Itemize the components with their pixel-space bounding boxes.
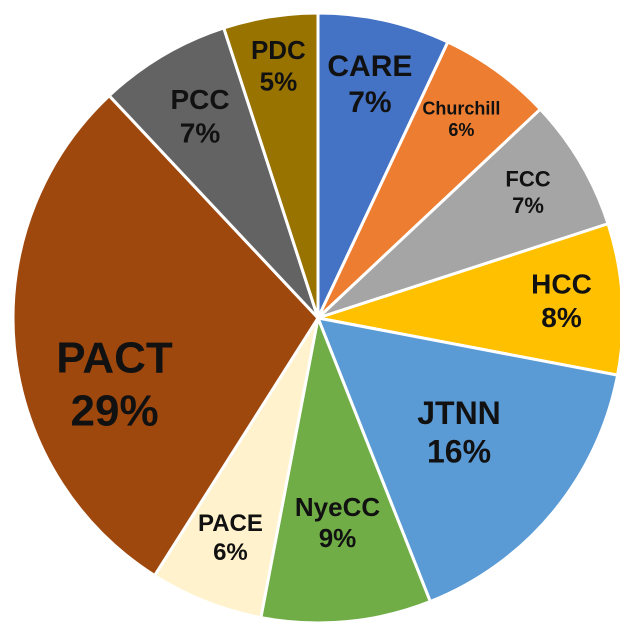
slice-value-label: 7%: [512, 193, 544, 218]
pie-slice: [316, 11, 450, 319]
slice-value-label: 7%: [348, 86, 391, 119]
pie-slice: [317, 221, 620, 377]
slice-value-label: 29%: [71, 386, 159, 435]
pie-slice: [259, 312, 433, 623]
slice-value-label: 8%: [541, 302, 582, 333]
slice-value-label: 16%: [427, 433, 491, 469]
slice-name: PACT: [56, 333, 173, 382]
pie-slice: [11, 93, 320, 578]
slice-value-label: 7%: [180, 118, 221, 149]
slice-value-label: 6%: [448, 120, 474, 140]
slice-name: PCC: [170, 84, 229, 115]
slice-name: JTNN: [417, 395, 501, 431]
slice-name: Churchill: [422, 99, 500, 119]
slice-name: PACE: [198, 510, 263, 537]
slice-name: PDC: [251, 35, 306, 65]
slice-name: HCC: [531, 268, 592, 299]
pie-slice: [315, 316, 620, 604]
pie-slice: [316, 107, 610, 320]
slice-value-label: 6%: [213, 539, 248, 566]
slice-value-label: 9%: [319, 523, 357, 553]
pie-slice: [221, 11, 320, 319]
slice-name: NyeCC: [295, 492, 380, 522]
slice-name: FCC: [505, 166, 550, 191]
slice-value-label: 5%: [260, 66, 298, 96]
slice-name: CARE: [327, 50, 412, 83]
pie-slice: [107, 26, 320, 320]
